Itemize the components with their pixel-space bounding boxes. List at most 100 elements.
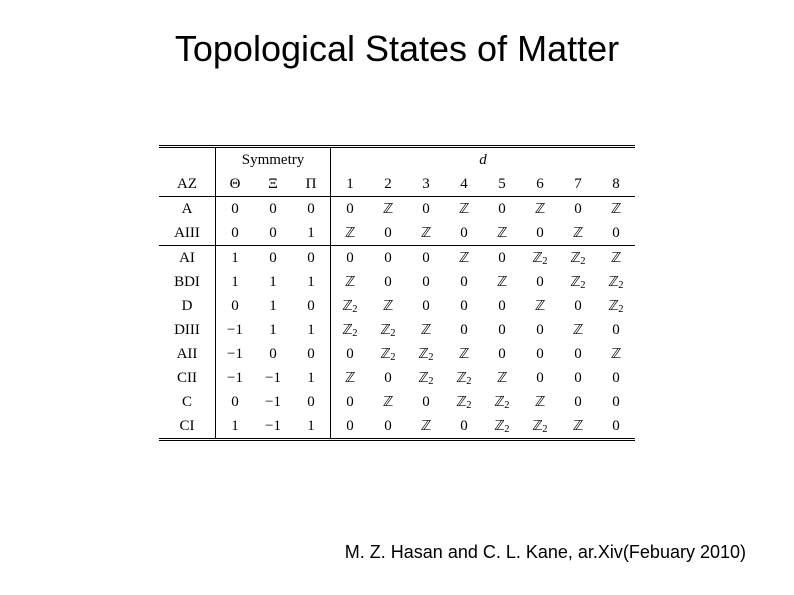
cell-d: 0	[369, 366, 407, 390]
table-row: BDI111ℤ000ℤ0ℤ2ℤ2	[159, 270, 635, 294]
cell-sym: 0	[254, 197, 292, 222]
cell-d: 0	[483, 197, 521, 222]
cell-d: 0	[521, 221, 559, 246]
cell-d: ℤ2	[445, 366, 483, 390]
cell-d: ℤ	[369, 390, 407, 414]
cell-sym: −1	[254, 390, 292, 414]
cell-d: ℤ	[331, 221, 370, 246]
table-row: CII−1−11ℤ0ℤ2ℤ2ℤ000	[159, 366, 635, 390]
header-d2: 2	[369, 172, 407, 197]
cell-d: 0	[445, 270, 483, 294]
cell-d: 0	[483, 246, 521, 271]
cell-d: ℤ	[331, 366, 370, 390]
cell-sym: 0	[216, 294, 255, 318]
cell-d: 0	[597, 318, 635, 342]
cell-d: 0	[369, 414, 407, 440]
cell-az: AII	[159, 342, 216, 366]
cell-d: 0	[445, 414, 483, 440]
cell-d: ℤ2	[483, 414, 521, 440]
cell-sym: 0	[292, 246, 331, 271]
cell-sym: 0	[216, 390, 255, 414]
cell-d: 0	[597, 221, 635, 246]
table-row: D010ℤ2ℤ000ℤ0ℤ2	[159, 294, 635, 318]
cell-d: ℤ	[369, 197, 407, 222]
cell-d: ℤ2	[559, 246, 597, 271]
cell-d: 0	[521, 318, 559, 342]
cell-d: 0	[369, 221, 407, 246]
cell-sym: −1	[216, 318, 255, 342]
cell-sym: 0	[254, 246, 292, 271]
classification-table: Symmetry d AZ Θ Ξ Π 1 2 3 4 5 6 7 8	[159, 145, 635, 441]
header-d8: 8	[597, 172, 635, 197]
cell-d: 0	[483, 342, 521, 366]
table-row: DIII−111ℤ2ℤ2ℤ000ℤ0	[159, 318, 635, 342]
header-d5: 5	[483, 172, 521, 197]
cell-sym: 1	[216, 270, 255, 294]
cell-az: C	[159, 390, 216, 414]
cell-az: DIII	[159, 318, 216, 342]
header-xi: Ξ	[254, 172, 292, 197]
header-pi: Π	[292, 172, 331, 197]
cell-d: 0	[559, 197, 597, 222]
cell-d: ℤ2	[407, 366, 445, 390]
cell-d: ℤ	[559, 318, 597, 342]
cell-d: 0	[331, 197, 370, 222]
cell-d: ℤ2	[521, 414, 559, 440]
header-symmetry: Symmetry	[216, 147, 331, 173]
cell-sym: −1	[216, 342, 255, 366]
cell-sym: 0	[254, 342, 292, 366]
cell-d: ℤ2	[331, 318, 370, 342]
header-theta: Θ	[216, 172, 255, 197]
table-row: A0000ℤ0ℤ0ℤ0ℤ	[159, 197, 635, 222]
cell-sym: 1	[292, 414, 331, 440]
cell-d: 0	[521, 270, 559, 294]
cell-d: 0	[369, 270, 407, 294]
cell-d: ℤ	[483, 221, 521, 246]
cell-d: 0	[407, 294, 445, 318]
cell-d: ℤ	[445, 197, 483, 222]
table-row: C0−100ℤ0ℤ2ℤ2ℤ00	[159, 390, 635, 414]
cell-d: ℤ	[369, 294, 407, 318]
cell-d: 0	[597, 366, 635, 390]
header-d1: 1	[331, 172, 370, 197]
cell-d: ℤ	[597, 342, 635, 366]
cell-sym: 1	[254, 318, 292, 342]
cell-d: ℤ	[407, 318, 445, 342]
cell-d: ℤ2	[521, 246, 559, 271]
table-row: AII−1000ℤ2ℤ2ℤ000ℤ	[159, 342, 635, 366]
cell-d: ℤ	[521, 390, 559, 414]
header-d7: 7	[559, 172, 597, 197]
cell-d: ℤ2	[369, 342, 407, 366]
cell-az: CI	[159, 414, 216, 440]
cell-sym: 1	[292, 366, 331, 390]
cell-az: AIII	[159, 221, 216, 246]
cell-d: ℤ	[559, 414, 597, 440]
periodic-table: Symmetry d AZ Θ Ξ Π 1 2 3 4 5 6 7 8	[159, 145, 635, 441]
cell-d: ℤ	[445, 342, 483, 366]
header-d3: 3	[407, 172, 445, 197]
cell-d: ℤ2	[369, 318, 407, 342]
cell-d: ℤ2	[445, 390, 483, 414]
cell-az: AI	[159, 246, 216, 271]
cell-d: ℤ2	[407, 342, 445, 366]
header-d: d	[331, 147, 636, 173]
cell-d: 0	[445, 318, 483, 342]
table-row: AIII001ℤ0ℤ0ℤ0ℤ0	[159, 221, 635, 246]
cell-sym: 1	[292, 270, 331, 294]
cell-d: ℤ	[445, 246, 483, 271]
cell-d: ℤ2	[597, 270, 635, 294]
table-row: CI1−1100ℤ0ℤ2ℤ2ℤ0	[159, 414, 635, 440]
cell-az: CII	[159, 366, 216, 390]
cell-sym: 1	[292, 221, 331, 246]
cell-d: 0	[407, 197, 445, 222]
cell-d: ℤ	[407, 221, 445, 246]
cell-d: 0	[331, 246, 370, 271]
cell-d: 0	[559, 366, 597, 390]
cell-d: 0	[369, 246, 407, 271]
cell-d: ℤ2	[483, 390, 521, 414]
cell-d: ℤ	[597, 197, 635, 222]
cell-d: 0	[445, 221, 483, 246]
cell-d: ℤ	[597, 246, 635, 271]
header-d6: 6	[521, 172, 559, 197]
cell-d: 0	[407, 390, 445, 414]
